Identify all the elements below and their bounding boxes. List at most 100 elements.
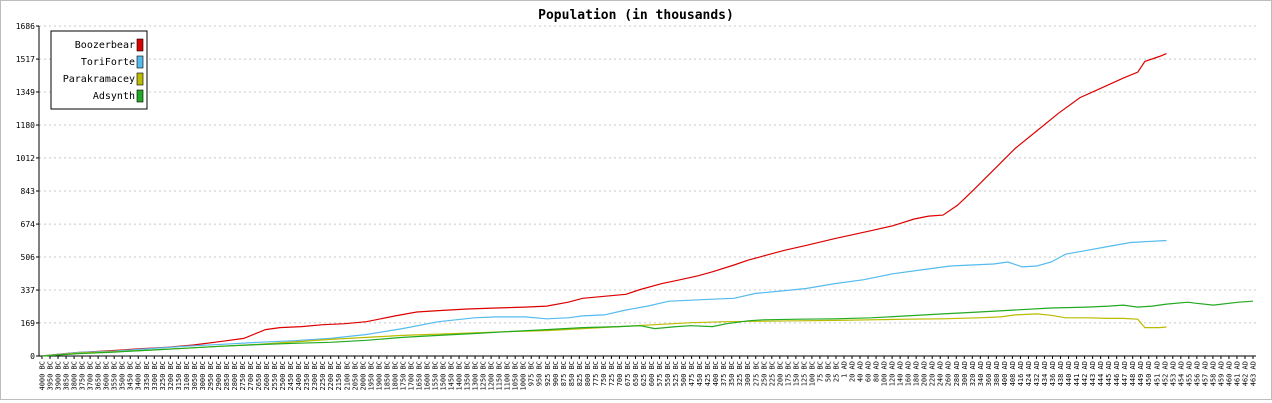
x-tick-label: 2050 BC <box>351 361 359 391</box>
x-tick-label: 250 BC <box>760 361 768 386</box>
x-tick-label: 1150 BC <box>496 361 504 391</box>
x-tick-label: 50 BC <box>824 361 832 382</box>
x-tick-label: 454 AD <box>1177 361 1185 386</box>
series-line-parakramacey <box>41 313 1167 357</box>
x-tick-label: 2400 BC <box>295 361 303 391</box>
x-tick-label: 100 AD <box>881 361 889 386</box>
x-tick-label: 225 BC <box>768 361 776 386</box>
x-tick-label: 408 AD <box>1009 361 1017 386</box>
x-tick-label: 448 AD <box>1129 361 1137 386</box>
x-tick-label: 200 BC <box>776 361 784 386</box>
x-tick-label: 2700 BC <box>247 361 255 391</box>
y-tick-label: 506 <box>21 253 36 262</box>
x-tick-label: 2550 BC <box>271 361 279 391</box>
x-tick-label: 1450 BC <box>448 361 456 391</box>
x-tick-label: 450 BC <box>696 361 704 386</box>
y-tick-label: 1180 <box>16 121 35 130</box>
x-tick-label: 1850 BC <box>383 361 391 391</box>
x-tick-label: 438 AD <box>1057 361 1065 386</box>
x-tick-label: 900 BC <box>552 361 560 386</box>
x-tick-label: 1 AD <box>840 361 848 378</box>
grid-layer <box>39 25 1256 324</box>
x-tick-label: 1950 BC <box>367 361 375 391</box>
x-tick-label: 441 AD <box>1073 361 1081 386</box>
x-tick-label: 1750 BC <box>399 361 407 391</box>
x-tick-label: 850 BC <box>568 361 576 386</box>
x-tick-label: 455 AD <box>1185 361 1193 386</box>
x-tick-label: 2900 BC <box>215 361 223 391</box>
x-tick-label: 449 AD <box>1137 361 1145 386</box>
x-tick-label: 600 BC <box>648 361 656 386</box>
x-tick-label: 459 AD <box>1217 361 1225 386</box>
x-tick-label: 140 AD <box>897 361 905 386</box>
x-tick-label: 3100 BC <box>183 361 191 391</box>
x-tick-label: 825 BC <box>576 361 584 386</box>
x-tick-label: 1100 BC <box>504 361 512 391</box>
x-tick-label: 463 AD <box>1250 361 1258 386</box>
x-tick-label: 443 AD <box>1089 361 1097 386</box>
y-tick-label: 337 <box>21 286 36 295</box>
x-tick-label: 550 BC <box>664 361 672 386</box>
x-tick-label: 447 AD <box>1121 361 1129 386</box>
x-tick-label: 444 AD <box>1097 361 1105 386</box>
x-tick-label: 1200 BC <box>488 361 496 391</box>
x-axis: 4000 BC 3950 BC 3900 BC 3850 BC 3800 BC 3750 … <box>39 355 1258 391</box>
x-tick-label: 525 BC <box>672 361 680 386</box>
legend-label: Boozerbear <box>75 40 135 51</box>
x-tick-label: 725 BC <box>608 361 616 386</box>
y-tick-label: 1517 <box>16 55 35 64</box>
x-tick-label: 416 AD <box>1017 361 1025 386</box>
x-tick-label: 360 AD <box>985 361 993 386</box>
x-tick-label: 1400 BC <box>456 361 464 391</box>
x-tick-label: 2600 BC <box>263 361 271 391</box>
x-tick-label: 3850 BC <box>63 361 71 391</box>
x-tick-label: 1000 BC <box>520 361 528 391</box>
x-tick-label: 3200 BC <box>167 361 175 391</box>
x-tick-label: 462 AD <box>1241 361 1249 386</box>
x-tick-label: 458 AD <box>1209 361 1217 386</box>
x-tick-label: 2350 BC <box>303 361 311 391</box>
y-tick-label: 843 <box>21 187 36 196</box>
x-tick-label: 461 AD <box>1233 361 1241 386</box>
x-tick-label: 2850 BC <box>223 361 231 391</box>
x-tick-label: 40 AD <box>857 361 865 382</box>
x-tick-label: 3650 BC <box>95 361 103 391</box>
y-tick-label: 674 <box>21 220 36 229</box>
x-tick-label: 2300 BC <box>311 361 319 391</box>
x-tick-label: 3800 BC <box>71 361 79 391</box>
y-tick-label: 1686 <box>16 22 35 31</box>
x-tick-label: 975 BC <box>528 361 536 386</box>
x-tick-label: 2500 BC <box>279 361 287 391</box>
x-tick-label: 425 BC <box>704 361 712 386</box>
x-tick-label: 175 BC <box>784 361 792 386</box>
x-tick-label: 150 BC <box>792 361 800 386</box>
x-tick-label: 3300 BC <box>151 361 159 391</box>
legend-swatch <box>136 89 144 103</box>
x-tick-label: 1300 BC <box>472 361 480 391</box>
legend-label: Adsynth <box>93 91 135 102</box>
x-tick-label: 4000 BC <box>39 361 47 391</box>
x-tick-label: 1250 BC <box>480 361 488 391</box>
x-tick-label: 3950 BC <box>47 361 55 391</box>
x-tick-label: 3500 BC <box>119 361 127 391</box>
x-tick-label: 3700 BC <box>87 361 95 391</box>
x-tick-label: 1500 BC <box>439 361 447 391</box>
x-tick-label: 675 BC <box>624 361 632 386</box>
x-tick-label: 800 BC <box>584 361 592 386</box>
x-tick-label: 25 BC <box>832 361 840 382</box>
x-tick-label: 436 AD <box>1049 361 1057 386</box>
x-tick-label: 875 BC <box>560 361 568 386</box>
x-tick-label: 325 BC <box>736 361 744 386</box>
x-tick-label: 100 BC <box>808 361 816 386</box>
x-tick-label: 925 BC <box>544 361 552 386</box>
legend-swatch <box>136 55 144 69</box>
x-tick-label: 452 AD <box>1161 361 1169 386</box>
x-tick-label: 2650 BC <box>255 361 263 391</box>
x-tick-label: 450 AD <box>1145 361 1153 386</box>
x-tick-label: 3350 BC <box>143 361 151 391</box>
x-tick-label: 3600 BC <box>103 361 111 391</box>
x-tick-label: 440 AD <box>1065 361 1073 386</box>
x-tick-label: 180 AD <box>913 361 921 386</box>
x-tick-label: 1800 BC <box>391 361 399 391</box>
